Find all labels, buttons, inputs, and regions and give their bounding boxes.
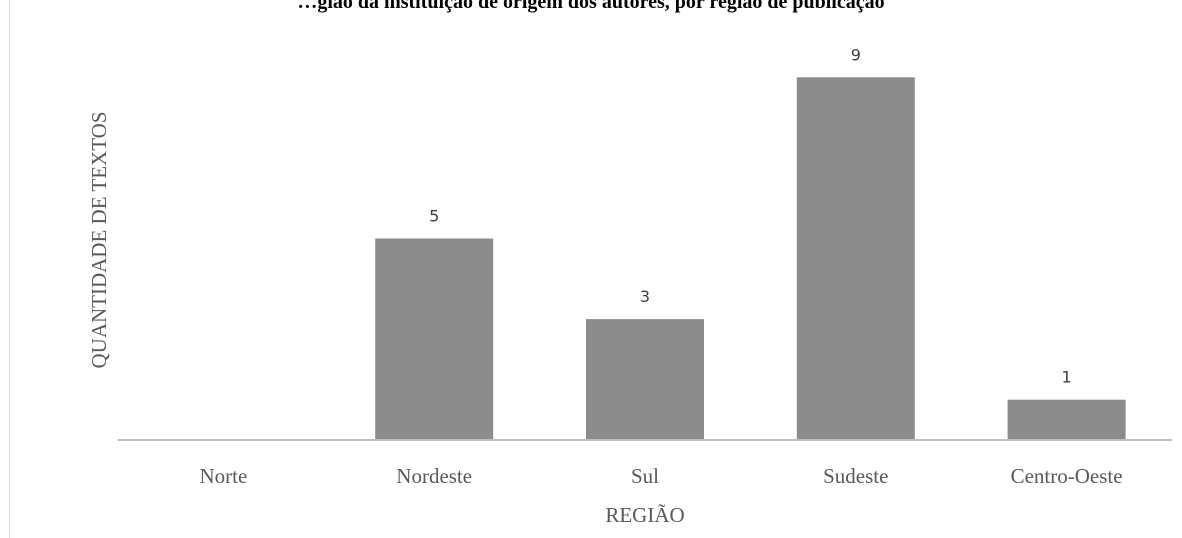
bar-nordeste [375,238,494,440]
bar-centro-oeste [1007,399,1126,440]
data-label-sul: 3 [640,287,650,306]
x-tick-label-centro-oeste: Centro-Oeste [1011,464,1123,488]
bar-sul [586,319,704,440]
x-tick-label-norte: Norte [199,464,247,488]
x-tick-label-sudeste: Sudeste [823,464,888,488]
data-label-nordeste: 5 [429,207,439,226]
x-tick-label-sul: Sul [631,464,659,488]
bar-sudeste [796,77,915,441]
data-label-centro-oeste: 1 [1062,368,1072,387]
data-label-sudeste: 9 [851,45,861,64]
x-tick-label-nordeste: Nordeste [396,464,472,488]
y-axis-title: QUANTIDADE DE TEXTOS [87,111,111,368]
chart-frame-left-border [9,0,10,538]
x-axis-title: REGIÃO [605,503,684,527]
chart-title: …gião da instituição de origem dos autor… [297,0,885,13]
